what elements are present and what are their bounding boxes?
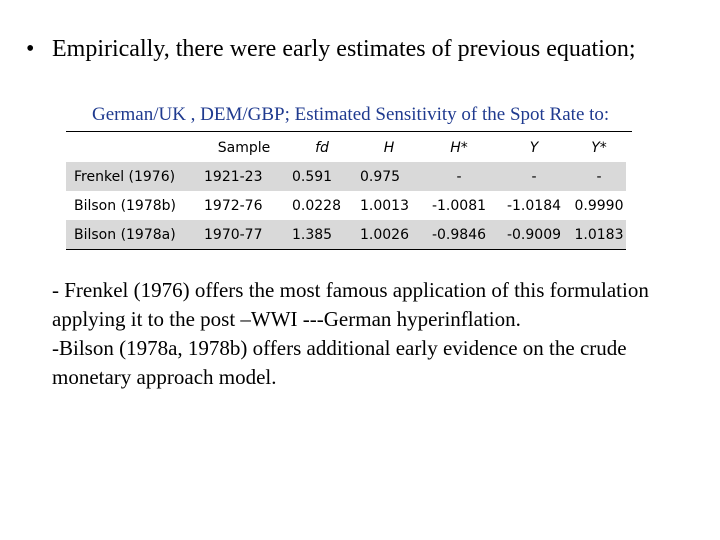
table-row: Bilson (1978b) 1972-76 0.0228 1.0013 -1.… <box>66 191 626 220</box>
estimates-table: Sample fd H H* Y Y* Frenkel (1976) 1921-… <box>66 133 626 250</box>
cell-y-star: 0.9990 <box>574 197 624 214</box>
table-top-rule <box>66 131 632 132</box>
bullet-symbol: • <box>26 36 35 62</box>
cell-h: 0.975 <box>356 162 422 191</box>
cell-y: -0.9009 <box>496 220 572 250</box>
row-label: Bilson (1978a) <box>66 220 200 250</box>
table-header-row: Sample fd H H* Y Y* <box>66 133 626 162</box>
note-line: - Frenkel (1976) offers the most famous … <box>52 278 649 302</box>
bullet-point: • Empirically, there were early estimates… <box>26 36 636 63</box>
header-cell-h-star: H* <box>450 139 468 156</box>
cell-y: - <box>496 162 572 191</box>
cell-h-star: -0.9846 <box>422 220 496 250</box>
header-cell-sample: Sample <box>217 139 271 156</box>
note-line: -Bilson (1978a, 1978b) offers additional… <box>52 336 627 360</box>
note-line: applying it to the post –WWI ---German h… <box>52 307 521 331</box>
header-cell-y-star: Y* <box>591 139 607 156</box>
table-caption: German/UK , DEM/GBP; Estimated Sensitivi… <box>92 104 610 125</box>
note-line: monetary approach model. <box>52 365 277 389</box>
header-cell-y: Y <box>529 139 539 156</box>
cell-fd: 0.0228 <box>292 197 341 214</box>
header-cell-fd: fd <box>315 139 329 156</box>
cell-sample: 1972-76 <box>204 197 263 214</box>
cell-h-star: - <box>422 162 496 191</box>
table-row: Bilson (1978a) 1970-77 1.385 1.0026 -0.9… <box>66 220 626 250</box>
cell-fd: 1.385 <box>288 220 356 250</box>
cell-h: 1.0013 <box>360 197 409 214</box>
bullet-text: Empirically, there were early estimates … <box>52 36 636 62</box>
cell-h: 1.0026 <box>356 220 422 250</box>
row-label: Frenkel (1976) <box>66 162 200 191</box>
row-label: Bilson (1978b) <box>74 197 177 214</box>
table-row: Frenkel (1976) 1921-23 0.591 0.975 - - - <box>66 162 626 191</box>
header-cell-label <box>66 133 200 162</box>
cell-fd: 0.591 <box>288 162 356 191</box>
cell-y-star: - <box>572 162 626 191</box>
cell-sample: 1970-77 <box>200 220 288 250</box>
cell-y: -1.0184 <box>506 197 562 214</box>
cell-h-star: -1.0081 <box>431 197 487 214</box>
notes-block: - Frenkel (1976) offers the most famous … <box>52 276 702 392</box>
cell-sample: 1921-23 <box>200 162 288 191</box>
header-cell-h: H <box>383 139 395 156</box>
cell-y-star: 1.0183 <box>572 220 626 250</box>
